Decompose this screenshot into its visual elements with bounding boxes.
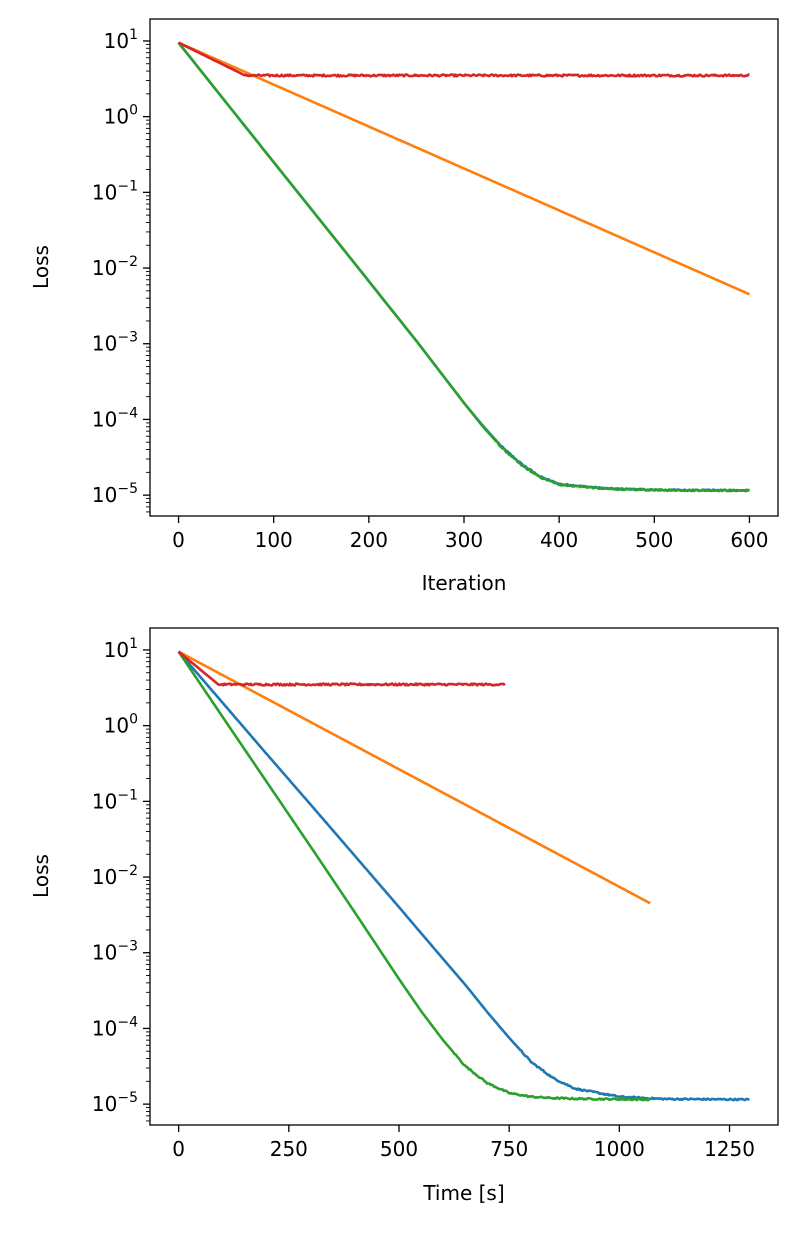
y-tick-label: 101 xyxy=(104,636,138,662)
x-tick-label: 200 xyxy=(350,528,388,552)
x-tick-label: 250 xyxy=(270,1137,308,1161)
x-tick-label: 600 xyxy=(730,528,768,552)
series-line-red xyxy=(177,41,750,78)
x-tick-label: 500 xyxy=(380,1137,418,1161)
x-tick-label: 400 xyxy=(540,528,578,552)
y-tick-label: 100 xyxy=(104,712,138,738)
y-tick-label: 100 xyxy=(104,103,138,129)
y-tick-label: 10−4 xyxy=(92,1014,138,1040)
series-line-red xyxy=(177,650,506,687)
y-tick-label: 10−5 xyxy=(92,1090,138,1116)
y-tick-label: 10−2 xyxy=(92,863,138,889)
chart-iteration: Iteration Loss 0 100 200 300 400 500 600 101 100… xyxy=(29,18,779,595)
y-tick-label: 10−1 xyxy=(92,178,138,204)
x-tick-label: 1000 xyxy=(594,1137,645,1161)
plot-area-frame xyxy=(149,627,779,1126)
x-tick-label: 100 xyxy=(255,528,293,552)
series-line-blue xyxy=(177,41,750,493)
y-tick-label: 10−3 xyxy=(92,330,138,356)
plot-area-frame xyxy=(149,18,779,517)
series-line-orange xyxy=(177,41,750,296)
x-tick-label: 500 xyxy=(635,528,673,552)
x-tick-label: 750 xyxy=(490,1137,528,1161)
series-line-orange xyxy=(177,650,651,905)
y-axis-title: Loss xyxy=(29,245,53,289)
x-axis-title: Time [s] xyxy=(422,1181,504,1205)
x-tick-label: 300 xyxy=(445,528,483,552)
y-tick-label: 10−2 xyxy=(92,254,138,280)
y-tick-label: 101 xyxy=(104,27,138,53)
y-tick-label: 10−5 xyxy=(92,481,138,507)
series-line-blue xyxy=(177,650,750,1102)
series-line-green xyxy=(177,41,750,493)
chart-time: Time [s] Loss 0 250 500 750 1000 1250 101 100 10… xyxy=(29,627,779,1205)
y-tick-label: 10−3 xyxy=(92,939,138,965)
y-axis-title: Loss xyxy=(29,854,53,898)
x-axis-title: Iteration xyxy=(422,571,507,595)
y-tick-label: 10−1 xyxy=(92,787,138,813)
y-tick-label: 10−4 xyxy=(92,405,138,431)
x-tick-label: 0 xyxy=(172,528,185,552)
x-tick-label: 0 xyxy=(172,1137,185,1161)
series-line-green xyxy=(177,650,651,1102)
x-tick-label: 1250 xyxy=(704,1137,755,1161)
